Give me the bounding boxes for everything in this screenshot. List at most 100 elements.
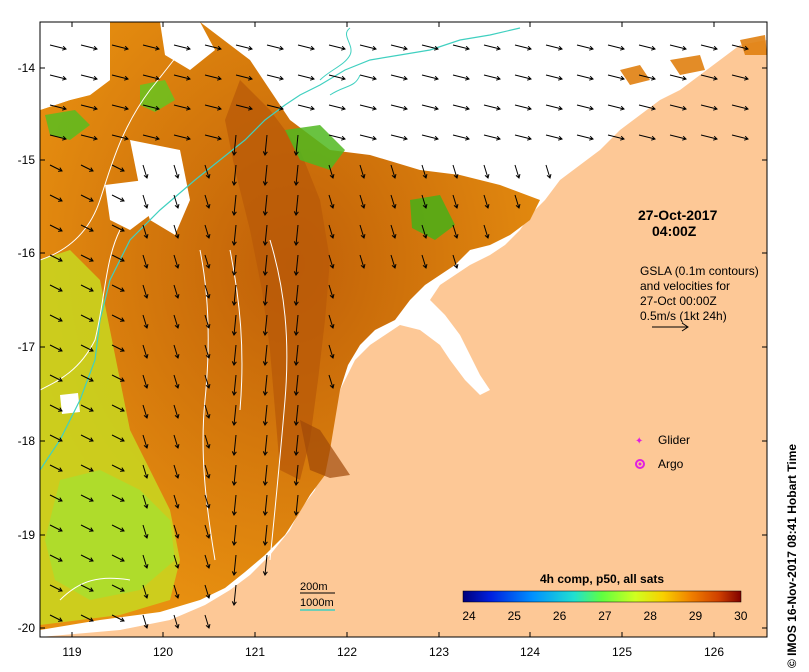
velocity-arrow [173,104,191,111]
velocity-arrow [173,164,180,179]
bathy-200m-contour [319,27,361,96]
velocity-arrow [390,44,408,51]
velocity-arrow [293,224,299,246]
lat-tick-label: -18 [18,434,36,448]
velocity-arrow [111,74,129,81]
velocity-arrow [111,464,125,472]
velocity-arrow [262,524,268,546]
velocity-arrow [483,104,501,111]
velocity-arrow [359,224,366,239]
velocity-arrow [262,554,268,576]
velocity-arrow [142,524,149,539]
velocity-arrow [483,134,501,141]
velocity-arrow [293,314,299,336]
velocity-arrow [390,194,397,209]
velocity-arrow [262,134,268,156]
velocity-arrow [669,134,687,141]
colorbar [462,590,742,603]
velocity-arrow [204,524,211,539]
velocity-arrow [204,434,211,449]
velocity-arrow [293,134,299,156]
velocity-arrow [231,464,237,486]
velocity-arrow [293,434,299,456]
velocity-arrow [80,44,98,51]
sst-green-patch-1 [45,110,90,140]
velocity-arrow [483,194,490,209]
velocity-arrow [262,434,268,456]
velocity-arrow [390,134,408,141]
velocity-arrow [80,314,94,322]
velocity-arrow [111,494,125,502]
velocity-arrow [49,104,67,111]
velocity-arrow [328,104,346,111]
velocity-arrow [204,464,211,479]
velocity-arrow [514,104,532,111]
cloud-gap-2 [130,140,190,235]
velocity-arrow [49,434,63,442]
velocity-arrow [173,284,180,299]
velocity-arrow [204,344,211,359]
velocity-arrow [421,44,439,51]
velocity-arrow [700,134,718,141]
velocity-arrow [262,194,268,216]
lon-tick-label: 121 [245,645,265,659]
velocity-arrow [80,284,94,292]
velocity-arrow [111,374,125,382]
velocity-arrow [173,374,180,389]
latitude-axis: -14 -15 -16 -17 -18 -19 -20 [18,61,767,635]
velocity-arrow [80,404,94,412]
velocity-arrow [390,224,397,239]
velocity-arrow [390,74,408,81]
velocity-arrows [49,44,749,629]
argo-legend-label: Argo [658,457,684,471]
velocity-arrow [80,344,94,352]
velocity-arrow [638,134,656,141]
velocity-arrow [173,404,180,419]
velocity-arrow [576,104,594,111]
velocity-arrow [390,254,397,269]
svg-text:✦: ✦ [635,436,643,447]
velocity-arrow [452,194,459,209]
velocity-arrow [262,164,268,186]
velocity-arrow [173,614,180,629]
velocity-arrow [359,104,377,111]
velocity-arrow [80,194,94,202]
velocity-arrow [266,44,284,51]
velocity-arrow [293,344,299,366]
velocity-arrow [545,44,563,51]
velocity-arrow [452,74,470,81]
velocity-arrow [111,164,125,172]
sst-green-patch-3 [285,125,345,170]
velocity-arrow [231,284,237,306]
sst-warm-core [225,80,330,480]
velocity-arrow [49,464,63,472]
velocity-arrow [111,434,125,442]
lon-tick-label: 123 [429,645,449,659]
velocity-arrow [173,554,180,569]
colorbar-tick-label: 26 [553,609,567,623]
velocity-arrow [142,464,149,479]
velocity-arrow [49,164,63,172]
lat-tick-label: -19 [18,528,36,542]
velocity-arrow [514,74,532,81]
velocity-arrow [231,494,237,516]
velocity-arrow [328,44,346,51]
velocity-arrow [173,74,191,81]
velocity-arrow [328,254,335,269]
velocity-arrow [421,104,439,111]
velocity-arrow [638,74,656,81]
velocity-arrow [293,464,299,486]
velocity-arrow [173,494,180,509]
velocity-arrow [173,464,180,479]
velocity-arrow [49,74,67,81]
velocity-arrow [49,614,63,622]
velocity-arrow [49,314,63,322]
velocity-arrow [80,494,94,502]
colorbar-tick-label: 25 [508,609,522,623]
velocity-arrow [231,554,237,576]
colorbar-title: 4h comp, p50, all sats [540,572,664,586]
velocity-arrow [80,434,94,442]
sst-green-patch-2 [140,80,175,112]
velocity-arrow [545,134,563,141]
velocity-arrow [231,224,237,246]
